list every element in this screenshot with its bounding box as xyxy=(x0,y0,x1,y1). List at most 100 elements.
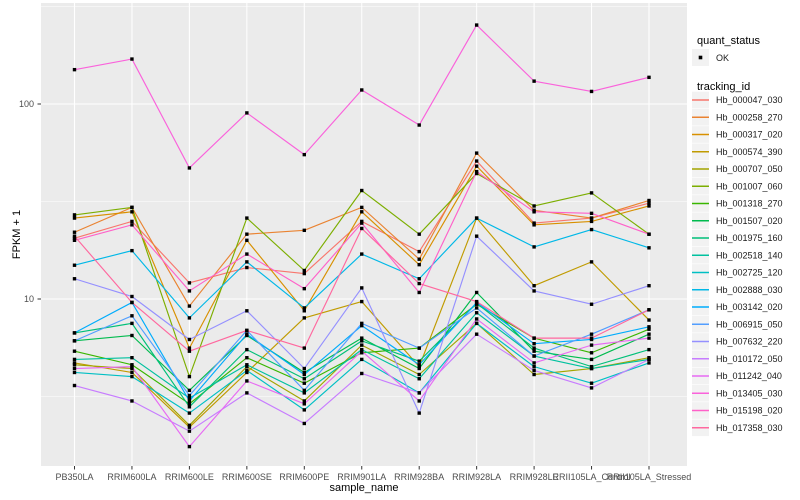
data-point xyxy=(130,248,134,253)
data-point xyxy=(187,402,192,406)
data-point xyxy=(187,346,192,350)
data-point xyxy=(589,381,594,385)
data-point xyxy=(187,425,192,429)
data-point xyxy=(245,216,249,220)
data-point xyxy=(245,111,249,115)
x-tick-label: RRIM928LE xyxy=(510,472,559,482)
data-point xyxy=(360,221,364,225)
data-point xyxy=(647,204,651,208)
data-point xyxy=(245,238,249,242)
data-point xyxy=(474,23,479,27)
legend-label: Hb_001318_270 xyxy=(716,199,783,209)
data-point xyxy=(245,363,249,367)
data-point xyxy=(360,357,364,362)
data-point xyxy=(417,249,421,254)
data-point xyxy=(130,57,134,61)
data-point xyxy=(532,354,536,358)
data-point xyxy=(474,159,479,163)
data-point xyxy=(302,391,306,395)
data-point xyxy=(130,333,134,338)
legend-label: Hb_001007_060 xyxy=(716,181,783,191)
data-point xyxy=(647,325,651,329)
data-point xyxy=(532,223,536,227)
data-point xyxy=(187,429,192,433)
legend-label: Hb_001507_020 xyxy=(716,216,783,226)
legend-label: Hb_002888_030 xyxy=(716,285,783,295)
data-point xyxy=(245,260,249,264)
data-point xyxy=(187,166,192,170)
data-point xyxy=(532,289,536,293)
data-point xyxy=(417,346,421,350)
data-point xyxy=(532,204,536,208)
data-point xyxy=(360,299,364,304)
data-point xyxy=(187,374,192,379)
x-axis-title: sample_name xyxy=(329,482,398,494)
data-point xyxy=(302,381,306,385)
data-point xyxy=(302,268,306,273)
data-point xyxy=(360,226,364,231)
data-point xyxy=(647,327,651,331)
data-point xyxy=(647,232,651,236)
data-point xyxy=(187,396,192,400)
data-point xyxy=(245,370,249,375)
data-point xyxy=(589,302,594,306)
data-point xyxy=(302,421,306,426)
data-point xyxy=(417,262,421,267)
data-point xyxy=(245,379,249,383)
data-point xyxy=(474,332,479,336)
data-point xyxy=(474,317,479,321)
data-point xyxy=(302,228,306,233)
data-point xyxy=(187,423,192,428)
legend-label: Hb_001975_160 xyxy=(716,233,783,243)
x-tick-label: RRIM600LE xyxy=(165,472,214,482)
data-point xyxy=(245,368,249,373)
data-point xyxy=(532,210,536,214)
data-point xyxy=(589,216,594,220)
data-point xyxy=(647,75,651,80)
x-tick-label: PB350LA xyxy=(55,472,93,482)
data-point xyxy=(302,402,306,406)
data-point xyxy=(245,265,249,270)
data-point xyxy=(130,314,134,318)
data-point xyxy=(589,364,594,369)
data-point xyxy=(532,361,536,365)
data-point xyxy=(130,205,134,210)
legend-label: Hb_011242_040 xyxy=(716,371,782,381)
data-point xyxy=(130,399,134,403)
data-point xyxy=(360,219,364,224)
data-point xyxy=(245,232,249,236)
data-point xyxy=(187,281,192,285)
data-point xyxy=(130,223,134,227)
data-point xyxy=(130,370,134,375)
data-point xyxy=(417,372,421,377)
data-point xyxy=(360,323,364,328)
data-point xyxy=(647,347,651,352)
data-point xyxy=(589,211,594,216)
data-point xyxy=(647,284,651,288)
legend-label: Hb_010172_050 xyxy=(716,354,783,364)
data-point xyxy=(245,391,249,395)
data-point xyxy=(360,88,364,92)
data-point xyxy=(130,374,134,379)
data-point xyxy=(647,308,651,312)
data-point xyxy=(589,260,594,264)
legend-label: Hb_006915_050 xyxy=(716,319,783,329)
data-point xyxy=(72,234,77,238)
data-point xyxy=(532,364,536,369)
data-point xyxy=(130,364,134,369)
data-point xyxy=(474,151,479,155)
legend-tracking-id-title: tracking_id xyxy=(697,81,750,93)
data-point xyxy=(302,306,306,310)
data-point xyxy=(72,383,77,388)
data-point xyxy=(245,332,249,336)
data-point xyxy=(72,236,77,240)
legend-label: Hb_000258_270 xyxy=(716,112,783,122)
data-point xyxy=(589,351,594,355)
data-point xyxy=(360,205,364,210)
data-point xyxy=(474,321,479,326)
data-point xyxy=(245,347,249,352)
data-point xyxy=(474,299,479,304)
data-point xyxy=(72,213,77,217)
data-point xyxy=(589,386,594,390)
